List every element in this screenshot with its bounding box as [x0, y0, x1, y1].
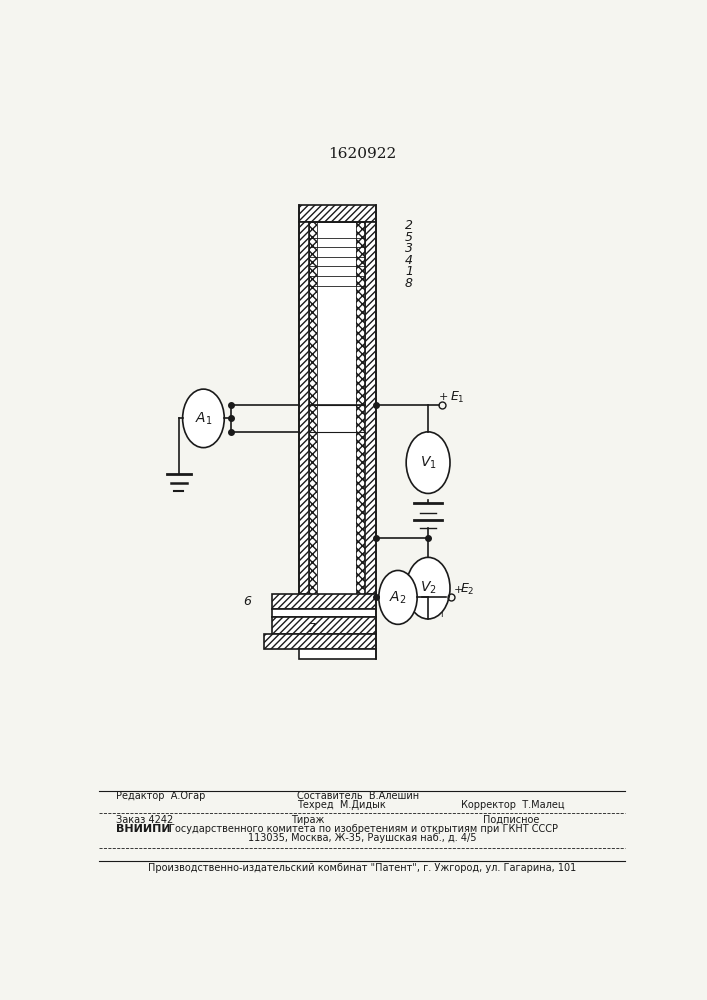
Bar [309, 222, 317, 405]
Bar [272, 594, 376, 609]
Text: $A_1$: $A_1$ [194, 410, 212, 427]
Text: +: + [439, 392, 448, 402]
Text: 6: 6 [244, 595, 252, 608]
Text: $E_2$: $E_2$ [460, 582, 475, 597]
Bar [365, 222, 376, 594]
Bar [317, 405, 356, 432]
Text: 3: 3 [405, 242, 413, 255]
Text: 7: 7 [308, 622, 315, 635]
Bar [317, 432, 356, 594]
Bar [309, 222, 317, 405]
Circle shape [182, 389, 224, 448]
Text: 8: 8 [405, 277, 413, 290]
Text: 1: 1 [405, 265, 413, 278]
Text: Производственно-издательский комбинат "Патент", г. Ужгород, ул. Гагарина, 101: Производственно-издательский комбинат "П… [148, 863, 576, 873]
Text: Техред  М.Дидык: Техред М.Дидык [297, 800, 385, 810]
Bar [299, 222, 309, 594]
Text: Корректор  Т.Малец: Корректор Т.Малец [461, 800, 565, 810]
Bar [356, 405, 365, 432]
Bar [356, 405, 365, 432]
Text: 5: 5 [405, 231, 413, 244]
Bar [272, 617, 376, 634]
Text: 113035, Москва, Ж-35, Раушская наб., д. 4/5: 113035, Москва, Ж-35, Раушская наб., д. … [248, 833, 477, 843]
Text: +: + [453, 585, 462, 595]
Bar [264, 634, 376, 649]
Bar [309, 432, 317, 594]
Bar [356, 432, 365, 594]
Bar [272, 617, 376, 634]
Text: 2: 2 [405, 219, 413, 232]
Bar [365, 222, 376, 594]
Text: I: I [440, 581, 442, 590]
Bar [356, 432, 365, 594]
Circle shape [407, 432, 450, 493]
Bar [272, 609, 376, 617]
Text: П: П [428, 596, 435, 606]
Text: Государственного комитета по изобретениям и открытиям при ГКНТ СССР: Государственного комитета по изобретения… [170, 824, 559, 834]
Text: Подписное: Подписное [483, 815, 539, 825]
Text: ВНИИПИ: ВНИИПИ [116, 824, 170, 834]
Bar [309, 405, 317, 432]
Bar [299, 205, 376, 222]
Text: Редактор  А.Огар: Редактор А.Огар [116, 791, 205, 801]
Bar [264, 634, 376, 649]
Bar [309, 405, 317, 432]
Bar [299, 649, 376, 659]
Bar [299, 205, 376, 222]
Text: Тираж: Тираж [291, 815, 325, 825]
Text: $A_2$: $A_2$ [390, 589, 407, 606]
Bar [309, 432, 317, 594]
Text: $V_1$: $V_1$ [420, 454, 436, 471]
Bar [272, 594, 376, 609]
Text: 1620922: 1620922 [328, 147, 397, 161]
Circle shape [407, 557, 450, 619]
Text: $E_1$: $E_1$ [450, 390, 464, 405]
Text: I: I [440, 610, 442, 619]
Text: Составитель  В.Алешин: Составитель В.Алешин [297, 791, 419, 801]
Text: 4: 4 [405, 254, 413, 267]
Bar [356, 222, 365, 405]
Bar [299, 222, 309, 594]
Bar [317, 222, 356, 405]
Text: Заказ 4242: Заказ 4242 [116, 815, 173, 825]
Bar [356, 222, 365, 405]
Circle shape [379, 570, 417, 624]
Text: $V_2$: $V_2$ [420, 580, 436, 596]
